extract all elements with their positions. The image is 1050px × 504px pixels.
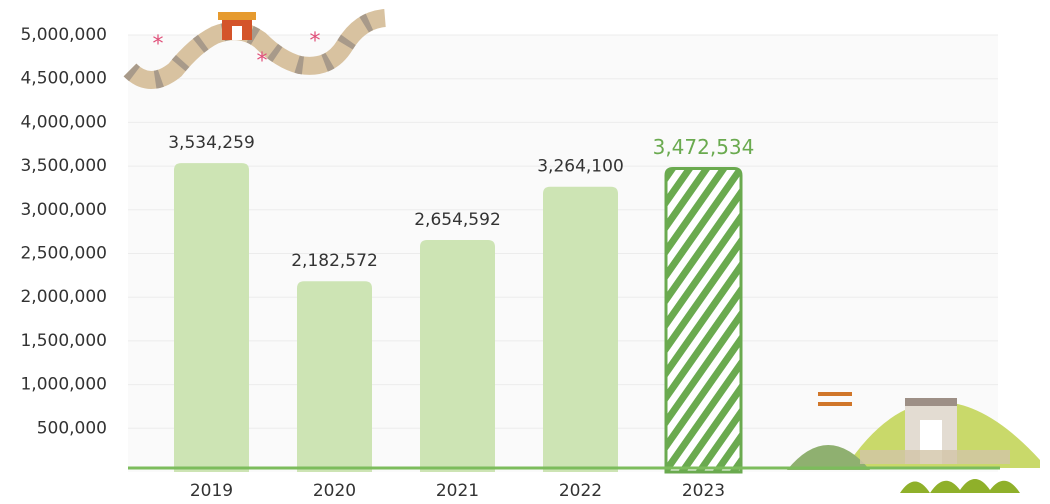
bar xyxy=(297,281,372,472)
decoration-wall: * * * xyxy=(123,9,387,89)
value-label: 3,472,534 xyxy=(653,135,755,159)
svg-text:*: * xyxy=(310,29,321,54)
y-tick-label: 5,000,000 xyxy=(20,25,107,45)
x-tick-label: 2022 xyxy=(559,481,602,501)
y-tick-label: 1,000,000 xyxy=(20,375,107,395)
y-tick-label: 4,500,000 xyxy=(20,69,107,89)
y-tick-label: 1,500,000 xyxy=(20,331,107,351)
decoration-hills xyxy=(787,392,1040,493)
x-tick-label: 2019 xyxy=(190,481,233,501)
value-label: 3,534,259 xyxy=(168,133,255,153)
bars: 3,534,259 2,182,572 2,654,592 3,264,100 3,47… xyxy=(168,133,755,474)
y-tick-label: 2,500,000 xyxy=(20,244,107,264)
svg-text:*: * xyxy=(257,49,268,74)
bar xyxy=(543,186,618,473)
y-tick-label: 4,000,000 xyxy=(20,112,107,132)
y-tick-label: 500,000 xyxy=(37,418,107,438)
value-label: 2,654,592 xyxy=(414,210,501,230)
x-tick-label: 2020 xyxy=(313,481,356,501)
bar xyxy=(420,239,495,472)
y-tick-label: 3,000,000 xyxy=(20,200,107,220)
svg-text:*: * xyxy=(153,32,164,57)
x-tick-label: 2023 xyxy=(682,481,725,501)
bar xyxy=(174,163,249,472)
x-tick-label: 2021 xyxy=(436,481,479,501)
value-label: 3,264,100 xyxy=(537,157,624,177)
y-tick-label: 2,000,000 xyxy=(20,287,107,307)
value-label: 2,182,572 xyxy=(291,251,378,271)
bar xyxy=(664,167,743,474)
y-tick-label: 3,500,000 xyxy=(20,156,107,176)
